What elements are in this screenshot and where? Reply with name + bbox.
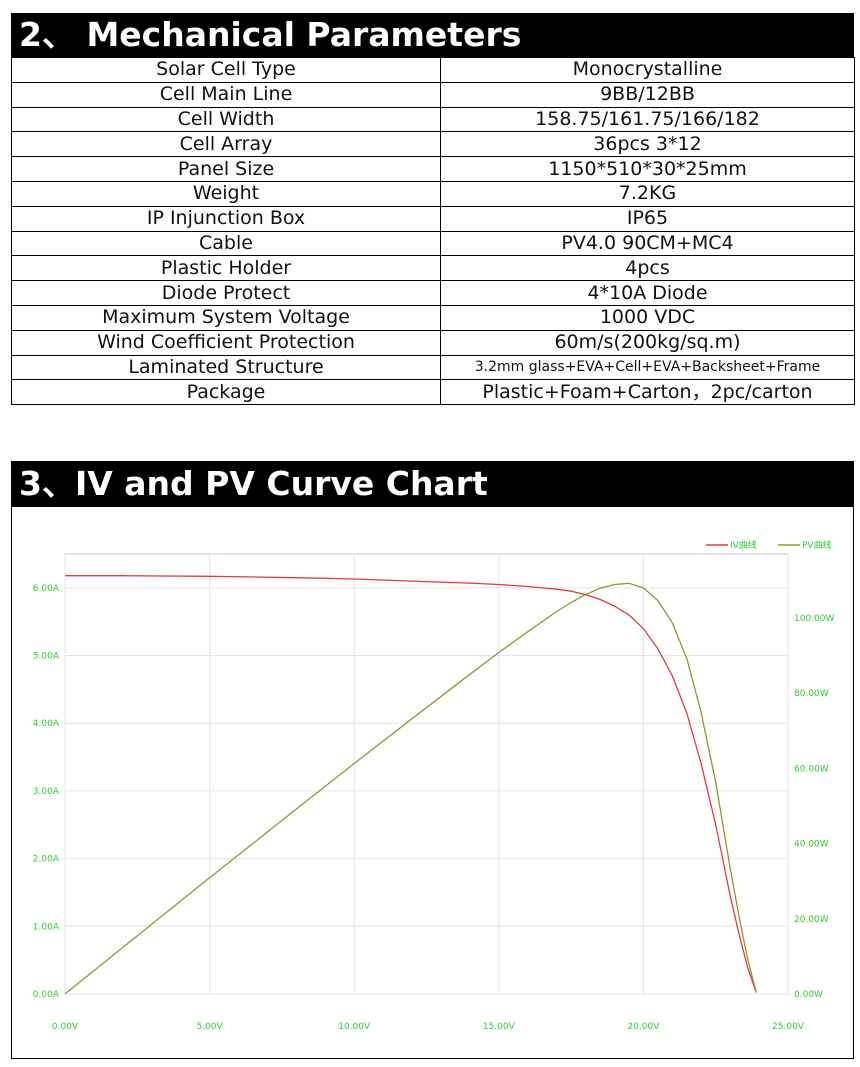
mechanical-parameters-heading: 2、 Mechanical Parameters bbox=[11, 13, 854, 57]
parameter-label: Panel Size bbox=[11, 156, 441, 182]
table-row: Cell Main Line 9BB/12BB bbox=[11, 81, 855, 108]
parameter-value: 1150*510*30*25mm bbox=[440, 156, 855, 182]
table-row: Cable PV4.0 90CM+MC4 bbox=[11, 230, 855, 257]
parameter-value: IP65 bbox=[440, 205, 855, 232]
parameter-value: 158.75/161.75/166/182 bbox=[440, 106, 855, 133]
table-row: Diode Protect 4*10A Diode bbox=[11, 280, 855, 306]
chart-legend: IV曲线 PV曲线 bbox=[706, 539, 832, 551]
y2-tick-label: 40.00W bbox=[794, 840, 829, 850]
y-tick-label: 2.00A bbox=[33, 855, 60, 865]
iv-pv-chart-heading: 3、IV and PV Curve Chart bbox=[11, 461, 854, 507]
table-row: Solar Cell Type Monocrystalline bbox=[11, 57, 855, 83]
parameter-label: Cell Array bbox=[11, 131, 441, 158]
parameter-label: Cell Main Line bbox=[11, 81, 441, 108]
y-tick-label: 3.00A bbox=[33, 787, 60, 797]
y-tick-label: 4.00A bbox=[33, 719, 60, 729]
table-row: Laminated Structure 3.2mm glass+EVA+Cell+… bbox=[11, 354, 855, 381]
table-row: Cell Width 158.75/161.75/166/182 bbox=[11, 106, 855, 133]
table-row: Maximum System Voltage 1000 VDC bbox=[11, 304, 855, 331]
parameter-label: Diode Protect bbox=[11, 280, 441, 306]
x-tick-label: 0.00V bbox=[52, 1022, 79, 1032]
x-tick-label: 5.00V bbox=[196, 1022, 223, 1032]
parameter-label: Maximum System Voltage bbox=[11, 304, 441, 331]
y2-tick-label: 0.00W bbox=[794, 990, 823, 1000]
x-tick-label: 20.00V bbox=[627, 1022, 660, 1032]
parameter-value: 3.2mm glass+EVA+Cell+EVA+Backsheet+Frame bbox=[440, 354, 855, 381]
parameter-label: Cell Width bbox=[11, 106, 441, 133]
table-row: Plastic Holder 4pcs bbox=[11, 255, 855, 282]
parameter-value: PV4.0 90CM+MC4 bbox=[440, 230, 855, 257]
table-row: Weight 7.2KG bbox=[11, 180, 855, 207]
legend-label: PV曲线 bbox=[802, 539, 832, 551]
parameter-value: 9BB/12BB bbox=[440, 81, 855, 108]
x-tick-label: 10.00V bbox=[338, 1022, 371, 1032]
parameter-label: Package bbox=[11, 379, 441, 406]
y-tick-label: 6.00A bbox=[33, 584, 60, 594]
parameter-label: Wind Coefficient Protection bbox=[11, 329, 441, 356]
parameter-value: Plastic+Foam+Carton，2pc/carton bbox=[440, 379, 855, 406]
parameter-label: Solar Cell Type bbox=[11, 57, 441, 83]
parameter-value: 7.2KG bbox=[440, 180, 855, 207]
y-tick-label: 0.00A bbox=[33, 990, 60, 1000]
legend-label: IV曲线 bbox=[730, 539, 757, 551]
table-row: Cell Array 36pcs 3*12 bbox=[11, 131, 855, 158]
parameter-label: IP Injunction Box bbox=[11, 205, 441, 232]
chart-frame: 0.00A 1.00A 2.00A 3.00A 4.00A 5.00A 6.00A 0.00W… bbox=[11, 507, 854, 1059]
y2-tick-label: 60.00W bbox=[794, 764, 829, 774]
iv-pv-chart: 0.00A 1.00A 2.00A 3.00A 4.00A 5.00A 6.00A 0.00W… bbox=[33, 539, 835, 1032]
plot-area bbox=[64, 553, 789, 995]
y-tick-label: 5.00A bbox=[33, 652, 60, 662]
parameter-value: 1000 VDC bbox=[440, 304, 855, 331]
table-row: Panel Size 1150*510*30*25mm bbox=[11, 156, 855, 182]
parameter-value: 36pcs 3*12 bbox=[440, 131, 855, 158]
x-tick-label: 25.00V bbox=[772, 1022, 805, 1032]
parameter-label: Laminated Structure bbox=[11, 354, 441, 381]
parameter-label: Plastic Holder bbox=[11, 255, 441, 282]
parameter-value: 60m/s(200kg/sq.m) bbox=[440, 329, 855, 356]
y2-tick-label: 80.00W bbox=[794, 689, 829, 699]
parameter-value: 4pcs bbox=[440, 255, 855, 282]
y2-tick-label: 20.00W bbox=[794, 915, 829, 925]
y-tick-label: 1.00A bbox=[33, 922, 60, 932]
x-tick-label: 15.00V bbox=[483, 1022, 516, 1032]
mechanical-parameters-table: Solar Cell Type Monocrystalline Cell Main … bbox=[11, 57, 855, 406]
parameter-label: Weight bbox=[11, 180, 441, 207]
series-line-iv bbox=[65, 575, 757, 993]
table-row: Package Plastic+Foam+Carton，2pc/carton bbox=[11, 379, 855, 406]
table-row: IP Injunction Box IP65 bbox=[11, 205, 855, 232]
table-row: Wind Coefficient Protection 60m/s(200kg/s… bbox=[11, 329, 855, 356]
parameter-label: Cable bbox=[11, 230, 441, 257]
parameter-value: 4*10A Diode bbox=[440, 280, 855, 306]
series-line-pv bbox=[64, 582, 757, 995]
parameter-value: Monocrystalline bbox=[440, 57, 855, 83]
y2-tick-label: 100.00W bbox=[794, 614, 834, 624]
